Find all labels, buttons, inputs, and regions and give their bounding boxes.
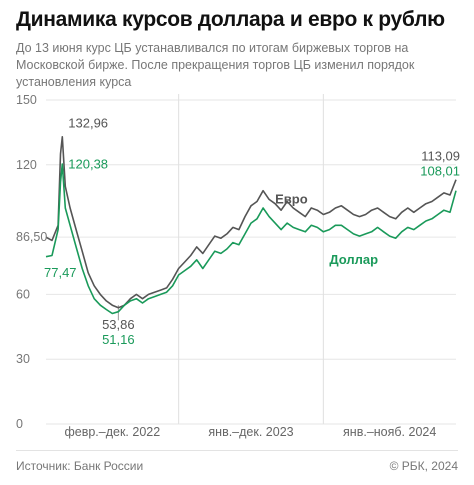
y-tick-label: 0: [16, 417, 23, 431]
annotation-dollar-end: 108,01: [420, 164, 460, 179]
y-tick-label: 120: [16, 158, 37, 172]
y-tick-label: 60: [16, 287, 30, 301]
y-tick-label: 30: [16, 352, 30, 366]
source-note: Источник: Банк России: [16, 459, 144, 473]
chart-title: Динамика курсов доллара и евро к рублю: [16, 8, 445, 31]
annotation-dollar-min: 51,16: [102, 332, 135, 347]
credit-note: © РБК, 2024: [389, 459, 458, 473]
x-period-label: янв.–нояб. 2024: [343, 425, 436, 439]
annotation-dollar-start: 77,47: [44, 265, 77, 280]
y-tick-label: 86,50: [16, 230, 47, 244]
exchange-rate-chart: 0 30 60 86,50 120 150 февр.–дек. 2022 янв.–дек.…: [16, 93, 460, 439]
series-line-euro: [45, 136, 457, 309]
series-label-euro: Евро: [275, 192, 308, 207]
y-tick-label: 150: [16, 93, 37, 107]
x-period-label: янв.–дек. 2023: [208, 425, 293, 439]
x-period-label: февр.–дек. 2022: [64, 425, 160, 439]
footer-divider: [16, 450, 458, 451]
series-line-dollar: [45, 163, 457, 315]
annotation-dollar-max: 120,38: [68, 157, 108, 172]
annotation-euro-end: 113,09: [421, 148, 460, 163]
annotation-euro-min: 53,86: [102, 317, 135, 332]
annotation-euro-max: 132,96: [68, 115, 108, 130]
chart-subtitle: До 13 июня курс ЦБ устанавливался по ито…: [16, 41, 415, 89]
series-label-dollar: Доллар: [329, 252, 378, 267]
